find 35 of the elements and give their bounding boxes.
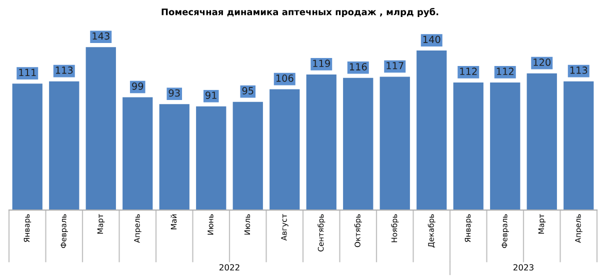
bar — [490, 82, 520, 210]
bar — [122, 97, 153, 210]
bar — [196, 106, 226, 210]
data-label: 113 — [56, 66, 73, 74]
bar — [86, 47, 116, 210]
bar — [416, 50, 447, 210]
bar — [306, 74, 336, 210]
data-label: 140 — [423, 36, 440, 44]
data-label: 120 — [534, 58, 551, 66]
bar — [564, 81, 594, 210]
bar — [526, 73, 557, 210]
bar — [49, 81, 80, 210]
data-label: 95 — [242, 87, 254, 94]
data-label: 106 — [276, 74, 294, 82]
bar — [343, 78, 374, 210]
bar — [270, 89, 300, 210]
bar — [453, 82, 484, 210]
data-label: 113 — [570, 66, 588, 74]
data-label: 117 — [386, 62, 404, 70]
data-label: 143 — [92, 32, 110, 40]
text: 2022 — [220, 264, 240, 271]
data-label: 112 — [460, 68, 477, 75]
data-label: 111 — [19, 68, 36, 76]
bar — [159, 104, 190, 210]
chart-title: Помесячная динамика аптечных продаж , млрд руб. — [162, 8, 438, 18]
data-label: 93 — [168, 89, 180, 97]
data-label: 119 — [313, 60, 330, 68]
bar — [12, 84, 42, 210]
text: 2023 — [514, 264, 534, 271]
data-label: 112 — [496, 68, 514, 75]
data-label: 91 — [206, 92, 216, 99]
bar — [380, 76, 410, 210]
data-label: 99 — [132, 82, 144, 90]
data-label: 116 — [350, 63, 367, 70]
bar — [232, 102, 263, 210]
